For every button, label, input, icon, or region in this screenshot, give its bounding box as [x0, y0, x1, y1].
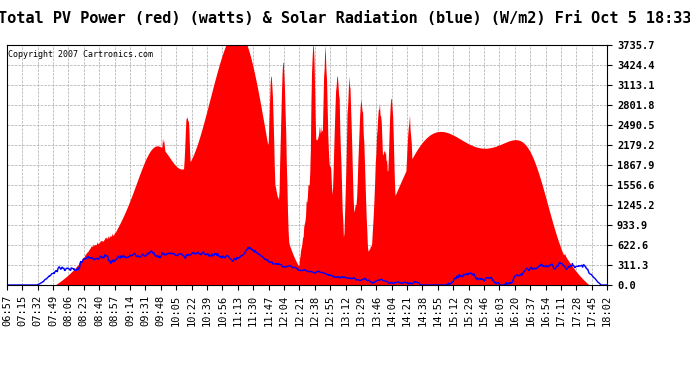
Text: Total PV Power (red) (watts) & Solar Radiation (blue) (W/m2) Fri Oct 5 18:33: Total PV Power (red) (watts) & Solar Rad…: [0, 11, 690, 26]
Text: Copyright 2007 Cartronics.com: Copyright 2007 Cartronics.com: [8, 50, 153, 59]
